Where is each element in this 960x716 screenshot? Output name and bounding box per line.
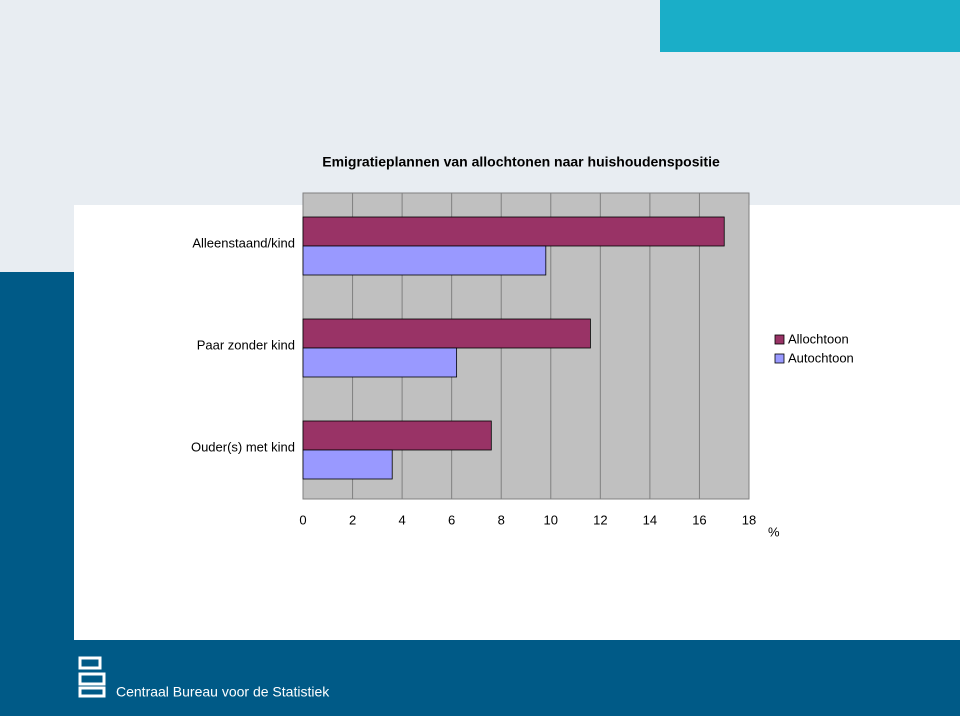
- x-axis-label: %: [768, 524, 780, 539]
- legend-label: Allochtoon: [788, 331, 849, 346]
- bar: [302, 216, 725, 247]
- footer-band: [0, 640, 960, 716]
- y-tick-label: Ouder(s) met kind: [191, 439, 295, 454]
- bar: [302, 347, 458, 378]
- y-tick-label: Paar zonder kind: [197, 337, 295, 352]
- x-tick-label: 14: [643, 512, 657, 527]
- x-tick-label: 8: [498, 512, 505, 527]
- x-tick-label: 0: [299, 512, 306, 527]
- legend-swatch: [774, 334, 785, 345]
- legend-swatch: [774, 353, 785, 364]
- y-tick-label: Alleenstaand/kind: [192, 235, 295, 250]
- footer-text: Centraal Bureau voor de Statistiek: [116, 684, 330, 700]
- legend-label: Autochtoon: [788, 350, 854, 365]
- bar: [302, 245, 547, 276]
- x-tick-label: 18: [742, 512, 756, 527]
- x-tick-label: 10: [544, 512, 558, 527]
- x-tick-label: 2: [349, 512, 356, 527]
- bar: [302, 420, 492, 451]
- x-tick-label: 12: [593, 512, 607, 527]
- x-tick-label: 6: [448, 512, 455, 527]
- x-tick-label: 4: [398, 512, 405, 527]
- bar: [302, 449, 393, 480]
- chart-title: Emigratieplannen van allochtonen naar hu…: [322, 154, 720, 170]
- bar: [302, 318, 591, 349]
- logo: [78, 656, 106, 698]
- top-accent: [660, 0, 960, 52]
- x-tick-label: 16: [692, 512, 706, 527]
